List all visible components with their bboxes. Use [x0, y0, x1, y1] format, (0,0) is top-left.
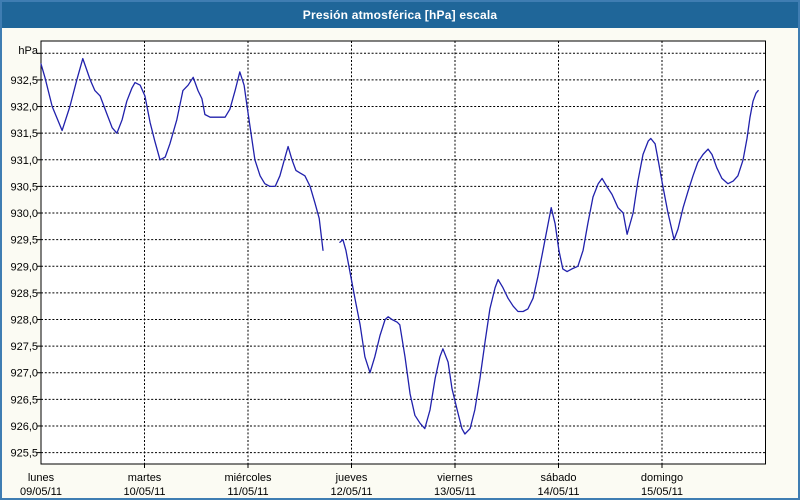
- x-date-label: 09/05/11: [20, 486, 62, 498]
- x-date-label: 13/05/11: [434, 486, 476, 498]
- x-day-label: domingo: [641, 472, 683, 484]
- x-date-label: 11/05/11: [227, 486, 268, 498]
- x-date-label: 10/05/11: [123, 486, 165, 498]
- y-tick-label: 931,5: [10, 128, 38, 140]
- y-axis-unit-label: hPa: [18, 45, 38, 57]
- y-tick-label: 927,0: [10, 368, 38, 380]
- y-tick-label: 926,5: [10, 394, 38, 406]
- pressure-line: [339, 89, 759, 435]
- y-tick-label: 925,5: [10, 448, 38, 460]
- y-tick-label: 930,5: [10, 181, 38, 193]
- x-day-label: lunes: [28, 472, 55, 484]
- y-tick-label: 930,0: [10, 208, 38, 220]
- plot-border: [40, 40, 766, 465]
- y-tick-label: 931,0: [10, 155, 38, 167]
- x-day-label: martes: [128, 472, 162, 484]
- pressure-line: [40, 57, 324, 251]
- content-area: 932,5 932,0 931,5 931,0 930,5 930,0 929,5 929,0…: [2, 28, 798, 498]
- pressure-chart: 932,5 932,0 931,5 931,0 930,5 930,0 929,5 929,0…: [10, 40, 766, 498]
- y-tick-label: 932,5: [10, 75, 38, 87]
- y-tick-label: 927,5: [10, 341, 38, 353]
- y-tick-label: 929,0: [10, 261, 38, 273]
- x-day-label: viernes: [437, 472, 473, 484]
- y-tick-label: 928,5: [10, 288, 38, 300]
- y-tick-label: 926,0: [10, 421, 38, 433]
- x-date-label: 14/05/11: [537, 486, 579, 498]
- title-bar: Presión atmosférica [hPa] escala: [2, 2, 798, 28]
- x-day-label: jueves: [335, 472, 368, 484]
- x-day-label: sábado: [540, 472, 576, 484]
- x-date-label: 15/05/11: [641, 486, 683, 498]
- x-day-label: miércoles: [224, 472, 272, 484]
- x-date-label: 12/05/11: [330, 486, 372, 498]
- y-tick-label: 929,5: [10, 235, 38, 247]
- chart-title: Presión atmosférica [hPa] escala: [302, 8, 498, 22]
- y-tick-label: 928,0: [10, 315, 38, 327]
- y-tick-label: 932,0: [10, 102, 38, 114]
